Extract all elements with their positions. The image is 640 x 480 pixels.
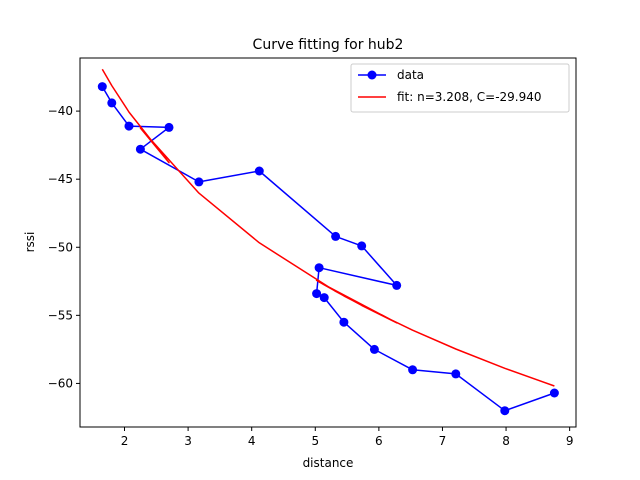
data-point	[194, 177, 204, 187]
data-point	[135, 144, 145, 154]
data-point	[107, 98, 117, 108]
x-tick-label: 2	[121, 434, 129, 448]
data-point	[392, 280, 402, 290]
data-point	[451, 369, 461, 379]
y-axis-label: rssi	[23, 232, 37, 253]
data-point	[331, 231, 341, 241]
x-axis-label: distance	[303, 456, 354, 470]
legend-box	[350, 63, 570, 113]
data-point	[164, 122, 174, 132]
axes-frame	[79, 57, 577, 428]
data-point	[500, 406, 510, 416]
x-tick-label: 9	[566, 434, 574, 448]
axis-ticks: 2 3 4 5 6 7 8 9 −40 −45 −50 −55 −60	[48, 104, 574, 448]
y-tick-label: −50	[48, 240, 73, 254]
y-tick-label: −40	[48, 104, 73, 118]
legend-fit-label: fit: n=3.208, C=-29.940	[397, 90, 542, 104]
x-tick-label: 4	[248, 434, 256, 448]
x-tick-label: 7	[439, 434, 447, 448]
data-series	[97, 82, 559, 416]
fit-series	[101, 68, 555, 387]
fit-curve-line	[101, 68, 555, 387]
legend-data-label: data	[397, 68, 424, 82]
legend: data fit: n=3.208, C=-29.940	[350, 63, 570, 113]
y-tick-label: −60	[48, 376, 73, 390]
data-point	[314, 263, 324, 273]
data-point	[319, 293, 329, 303]
x-tick-label: 8	[502, 434, 510, 448]
data-point	[312, 289, 322, 299]
data-point	[357, 241, 367, 251]
data-point	[408, 365, 418, 375]
y-tick-label: −55	[48, 308, 73, 322]
data-point	[124, 121, 134, 131]
x-tick-label: 3	[184, 434, 192, 448]
data-point	[549, 388, 559, 398]
data-point	[97, 82, 107, 92]
data-point	[339, 317, 349, 327]
chart-title: Curve fitting for hub2	[253, 37, 404, 53]
x-tick-label: 6	[375, 434, 383, 448]
x-tick-label: 5	[311, 434, 319, 448]
data-point	[254, 166, 264, 176]
series-layer	[97, 68, 559, 416]
y-tick-label: −45	[48, 172, 73, 186]
data-point	[369, 344, 379, 354]
legend-data-marker	[367, 70, 377, 80]
